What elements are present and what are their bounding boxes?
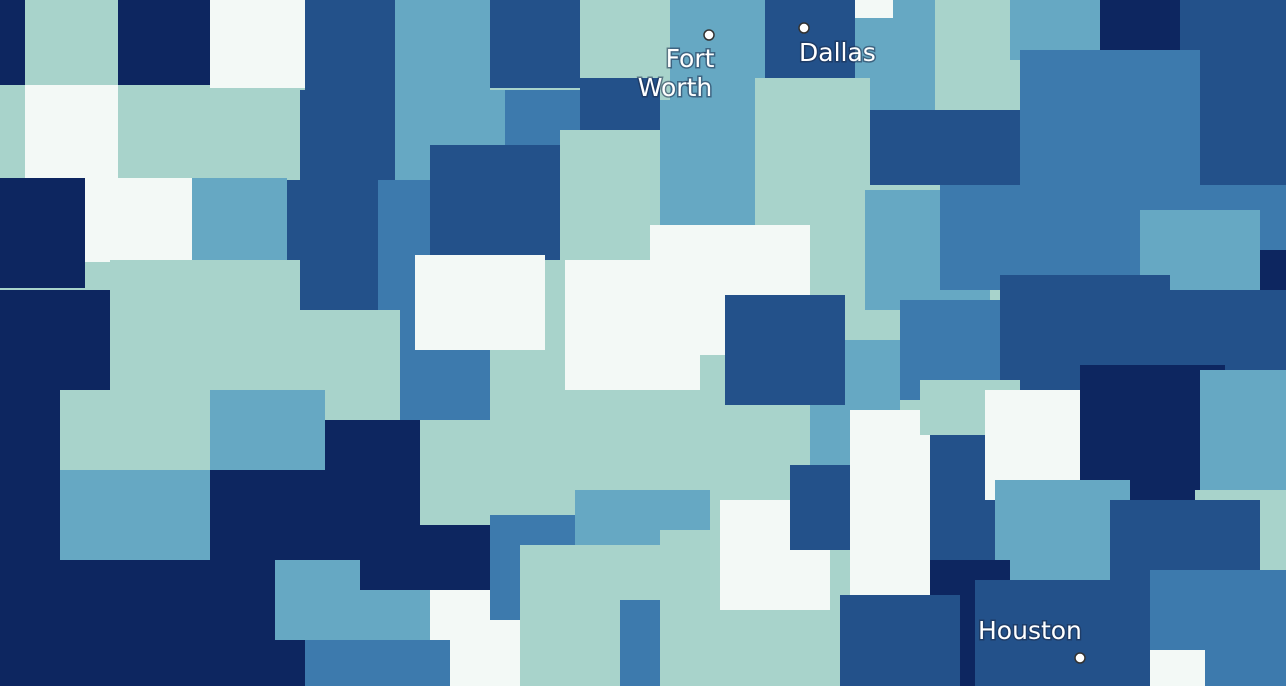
county-shape[interactable] [935,0,1010,110]
county-shape[interactable] [118,0,210,85]
county-shape[interactable] [85,178,192,262]
county-shape[interactable] [395,0,490,90]
county-shape[interactable] [0,85,25,175]
county-shape[interactable] [0,560,305,686]
county-shape[interactable] [210,470,360,560]
city-layer: Fort Worth Dallas Houston [636,22,1086,664]
county-shape[interactable] [660,100,760,240]
county-shape[interactable] [420,420,575,525]
county-shape[interactable] [60,470,210,560]
county-shape[interactable] [1020,50,1200,210]
county-shape[interactable] [305,0,395,90]
county-shape[interactable] [275,560,360,640]
city-dot-dallas [798,22,810,34]
county-shape[interactable] [975,580,1150,686]
county-shape[interactable] [850,410,945,600]
county-shape[interactable] [287,180,378,310]
county-shape[interactable] [60,390,210,470]
county-shape[interactable] [305,640,450,686]
county-shape[interactable] [0,290,110,390]
county-shape[interactable] [755,78,870,230]
county-shape[interactable] [670,0,765,100]
county-shape[interactable] [25,85,118,178]
county-shape[interactable] [940,185,1140,290]
city-dot-houston [1074,652,1086,664]
county-shape[interactable] [118,88,300,180]
county-shape[interactable] [0,178,85,288]
county-shape[interactable] [110,260,300,390]
county-shape[interactable] [360,590,430,640]
county-shape[interactable] [725,295,845,405]
city-label-houston: Houston [978,616,1082,645]
county-shape[interactable] [765,0,855,78]
county-shape[interactable] [0,0,25,85]
county-shape[interactable] [855,0,893,18]
county-shape[interactable] [300,90,395,180]
city-dot-fort-worth [703,29,715,41]
city-label-dallas: Dallas [799,38,876,67]
county-shape[interactable] [580,0,670,78]
county-shape[interactable] [415,255,545,350]
county-shape[interactable] [210,390,325,470]
county-shape[interactable] [870,110,940,185]
county-shape[interactable] [1150,650,1205,686]
county-shape[interactable] [995,480,1130,590]
county-shape[interactable] [25,0,118,85]
city-label-fort-worth: Fort [666,44,715,73]
county-shape[interactable] [430,145,560,260]
county-shape[interactable] [840,595,960,686]
county-shape[interactable] [210,0,305,88]
county-shape[interactable] [490,0,580,88]
county-shape[interactable] [1200,370,1286,490]
city-label-fort-worth-2: Worth [638,73,712,102]
county-shape[interactable] [360,520,490,590]
